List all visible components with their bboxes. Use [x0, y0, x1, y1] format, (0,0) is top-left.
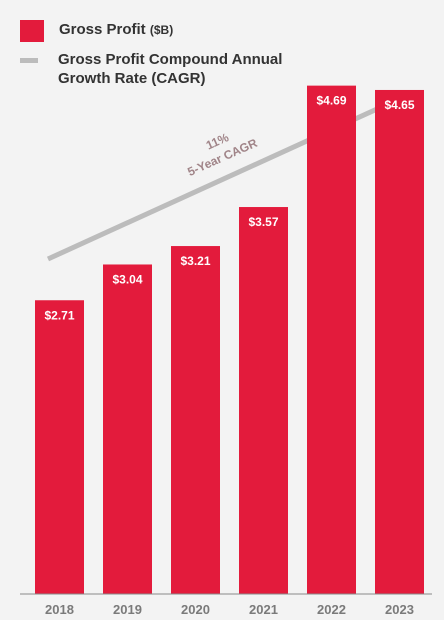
- bar-value-label-2019: $3.04: [112, 272, 142, 286]
- legend-cagr-label-line2: Growth Rate (CAGR): [58, 70, 206, 87]
- bar-2020: [171, 246, 220, 594]
- x-tick-label-2018: 2018: [45, 602, 74, 617]
- x-tick-label-2019: 2019: [113, 602, 142, 617]
- bar-value-label-2022: $4.69: [316, 94, 346, 108]
- cagr-swatch: [20, 58, 38, 63]
- bar-2018: [35, 300, 84, 594]
- bar-value-label-2020: $3.21: [180, 254, 210, 268]
- legend-gross-profit: Gross Profit ($B): [20, 20, 173, 42]
- bar-value-label-2023: $4.65: [384, 98, 414, 112]
- bar-2022: [307, 85, 356, 595]
- gross-profit-swatch: [20, 20, 44, 42]
- legend-gross-profit-label: Gross Profit: [59, 21, 146, 38]
- x-tick-label-2021: 2021: [249, 602, 278, 617]
- x-tick-label-2022: 2022: [317, 602, 346, 617]
- bar-2023: [375, 89, 424, 594]
- bar-2021: [239, 207, 288, 595]
- x-axis-tick-labels: 2018 2019 2020 2021 2022 2023: [45, 602, 414, 617]
- bars-group: $2.71 $3.04 $3.21 $3.57 $4.69 $4.65: [35, 85, 424, 595]
- legend-cagr: Gross Profit Compound Annual Growth Rate…: [20, 50, 282, 88]
- legend-cagr-label-line1: Gross Profit Compound Annual: [58, 51, 283, 68]
- bar-value-label-2021: $3.57: [248, 215, 278, 229]
- legend-gross-profit-unit: ($B): [149, 23, 174, 37]
- x-tick-label-2020: 2020: [181, 602, 210, 617]
- x-tick-label-2023: 2023: [385, 602, 414, 617]
- bar-value-label-2018: $2.71: [44, 308, 74, 322]
- bar-2019: [103, 264, 152, 594]
